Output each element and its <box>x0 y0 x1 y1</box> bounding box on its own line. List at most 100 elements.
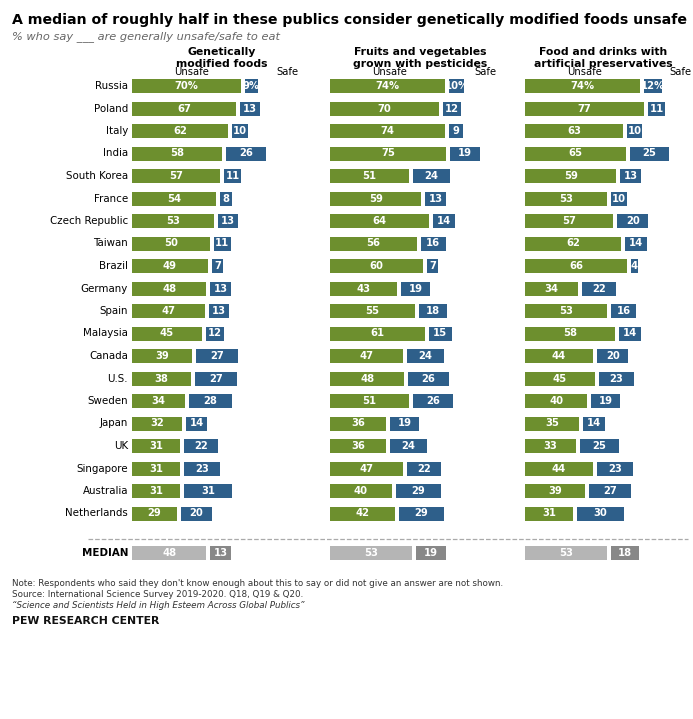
Text: 25: 25 <box>593 441 606 451</box>
Text: 77: 77 <box>578 104 592 114</box>
Bar <box>525 101 644 116</box>
Bar <box>525 124 622 138</box>
Bar <box>188 394 232 408</box>
Bar <box>525 484 586 498</box>
Text: 10%: 10% <box>444 81 468 91</box>
Text: 34: 34 <box>544 283 559 293</box>
Text: 13: 13 <box>212 306 226 316</box>
Bar <box>413 169 450 183</box>
Bar <box>132 259 208 273</box>
Text: 66: 66 <box>569 261 583 271</box>
Bar <box>213 237 231 250</box>
Bar <box>408 372 448 385</box>
Bar <box>206 326 225 341</box>
Text: 26: 26 <box>426 396 440 406</box>
Bar <box>525 169 617 183</box>
Bar <box>330 101 439 116</box>
Bar <box>620 169 640 183</box>
Bar <box>132 214 214 228</box>
Bar <box>525 237 621 250</box>
Text: Italy: Italy <box>105 126 128 136</box>
Bar <box>330 124 445 138</box>
Bar <box>407 349 444 363</box>
Bar <box>330 372 405 385</box>
Text: 26: 26 <box>421 373 435 383</box>
Bar <box>577 506 624 521</box>
Bar <box>427 259 438 273</box>
Text: Czech Republic: Czech Republic <box>50 216 128 226</box>
Bar <box>428 326 452 341</box>
Bar <box>132 546 207 560</box>
Text: 43: 43 <box>356 283 370 293</box>
Text: 74%: 74% <box>570 81 595 91</box>
Bar <box>525 546 607 560</box>
Text: 18: 18 <box>426 306 440 316</box>
Text: Poland: Poland <box>94 104 128 114</box>
Bar <box>132 326 202 341</box>
Text: 44: 44 <box>552 464 566 474</box>
Text: 47: 47 <box>161 306 175 316</box>
Text: 29: 29 <box>414 508 428 518</box>
Text: 13: 13 <box>213 548 227 558</box>
Bar <box>330 259 423 273</box>
Bar <box>330 191 421 206</box>
Text: 39: 39 <box>548 486 562 496</box>
Bar <box>433 214 455 228</box>
Bar <box>212 259 223 273</box>
Bar <box>196 349 238 363</box>
Text: 12: 12 <box>445 104 459 114</box>
Bar <box>448 79 464 93</box>
Bar <box>580 439 619 453</box>
Text: 7: 7 <box>429 261 436 271</box>
Text: 13: 13 <box>624 171 638 181</box>
Text: 28: 28 <box>204 396 218 406</box>
Text: Safe: Safe <box>474 67 496 77</box>
Bar <box>525 462 593 475</box>
Bar <box>330 169 409 183</box>
Text: 63: 63 <box>567 126 581 136</box>
Text: 45: 45 <box>160 329 174 339</box>
Text: South Korea: South Korea <box>66 171 128 181</box>
Text: 40: 40 <box>354 486 368 496</box>
Bar <box>226 147 266 160</box>
Bar <box>525 147 626 160</box>
Text: 32: 32 <box>150 418 164 429</box>
Bar <box>581 282 616 296</box>
Bar <box>330 79 445 93</box>
Bar <box>525 372 595 385</box>
Text: 11: 11 <box>215 239 229 249</box>
Bar <box>590 484 631 498</box>
Text: 31: 31 <box>542 508 556 518</box>
Text: 18: 18 <box>618 548 632 558</box>
Bar <box>396 484 441 498</box>
Bar <box>525 394 587 408</box>
Bar <box>225 169 241 183</box>
Bar <box>132 394 185 408</box>
Text: 35: 35 <box>545 418 559 429</box>
Bar <box>389 416 419 431</box>
Text: Taiwan: Taiwan <box>94 239 128 249</box>
Text: 14: 14 <box>587 418 602 429</box>
Text: 60: 60 <box>369 261 383 271</box>
Text: 22: 22 <box>194 441 208 451</box>
Text: 23: 23 <box>195 464 209 474</box>
Bar <box>218 214 238 228</box>
Bar <box>184 462 220 475</box>
Text: 56: 56 <box>367 239 380 249</box>
Bar <box>181 506 212 521</box>
Text: 11: 11 <box>650 104 664 114</box>
Bar <box>630 147 669 160</box>
Text: 16: 16 <box>426 239 440 249</box>
Text: 48: 48 <box>360 373 374 383</box>
Text: 12: 12 <box>208 329 222 339</box>
Text: Fruits and vegetables: Fruits and vegetables <box>353 47 486 57</box>
Bar <box>184 484 232 498</box>
Bar <box>525 416 579 431</box>
Text: 27: 27 <box>604 486 617 496</box>
Bar <box>626 124 642 138</box>
Text: 58: 58 <box>170 149 184 158</box>
Text: 47: 47 <box>360 464 374 474</box>
Bar <box>220 191 232 206</box>
Text: 57: 57 <box>562 216 576 226</box>
Bar <box>631 259 638 273</box>
